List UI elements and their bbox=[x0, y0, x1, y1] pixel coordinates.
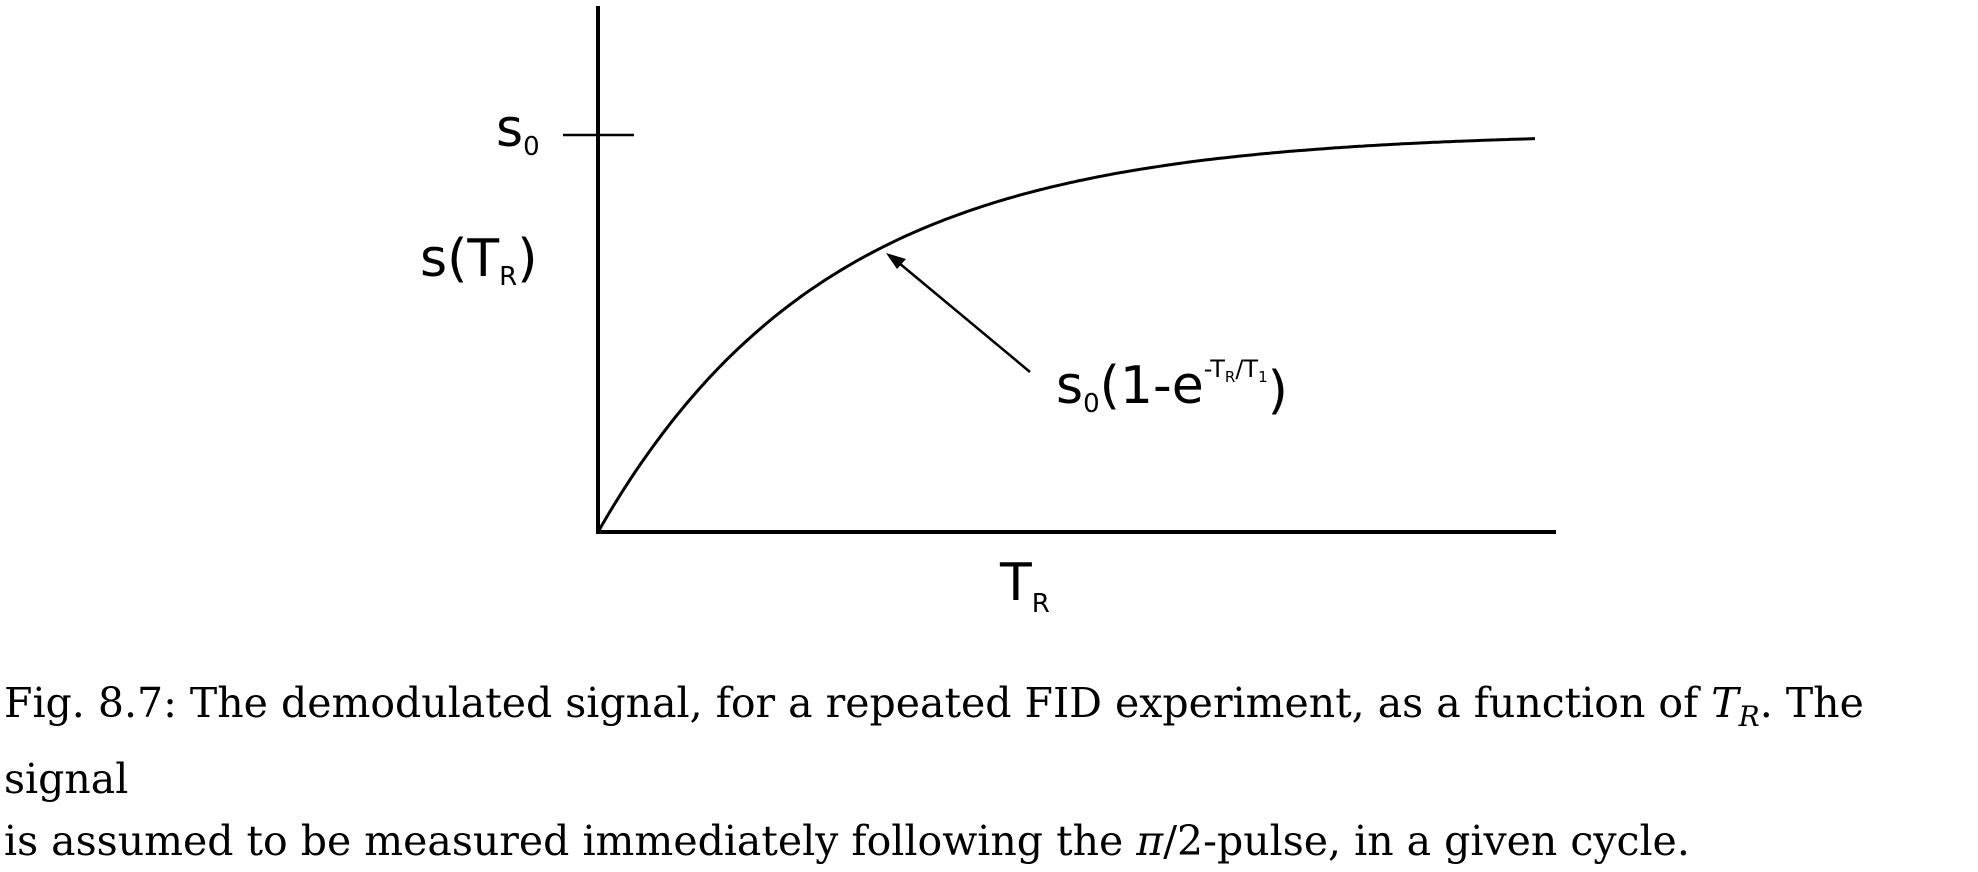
annotation-exp-b-sub: 1 bbox=[1258, 368, 1268, 386]
x-axis-label-sub: R bbox=[1032, 589, 1050, 619]
s0-tick-label: s0 bbox=[496, 99, 540, 162]
annotation-exp-a-sub: R bbox=[1225, 368, 1235, 386]
annotation-mid: (1-e bbox=[1100, 356, 1204, 416]
annotation-s-sub: 0 bbox=[1083, 389, 1100, 419]
figure: s0 s(TR) TR s0(1-e-TR/T1) bbox=[420, 6, 1556, 619]
y-axis-label-close: ) bbox=[517, 229, 537, 289]
y-axis-label-base: s(T bbox=[420, 229, 499, 289]
caption-math-pi: π bbox=[1136, 817, 1164, 866]
annotation-arrow-shaft bbox=[892, 257, 1031, 373]
x-axis-label-base: T bbox=[999, 553, 1032, 613]
saturation-recovery-curve bbox=[596, 137, 1536, 533]
annotation-arrowhead bbox=[886, 253, 906, 269]
caption-line1-text: Fig. 8.7: The demodulated signal, for a … bbox=[4, 679, 1712, 727]
annotation-exp-a: -T bbox=[1204, 355, 1225, 383]
curve-annotation: s0(1-e-TR/T1) bbox=[1056, 355, 1288, 421]
caption-line2-text: is assumed to be measured immediately fo… bbox=[4, 817, 1137, 866]
s0-tick-label-base: s bbox=[496, 99, 523, 159]
y-axis-label: s(TR) bbox=[420, 229, 538, 292]
caption-line-2: is assumed to be measured immediately fo… bbox=[4, 810, 1974, 872]
caption-line1-end: . The signal bbox=[4, 679, 1864, 804]
caption-line-1: Fig. 8.7: The demodulated signal, for a … bbox=[4, 672, 1974, 810]
y-axis-label-sub: R bbox=[499, 262, 517, 292]
caption-math-tr-sub: R bbox=[1738, 700, 1760, 734]
figure-caption: Fig. 8.7: The demodulated signal, for a … bbox=[4, 672, 1974, 872]
annotation-exp-b: /T bbox=[1235, 355, 1258, 383]
x-axis-label: TR bbox=[999, 553, 1050, 619]
annotation-s: s bbox=[1056, 356, 1083, 416]
caption-line2-end: /2-pulse, in a given cycle. bbox=[1163, 817, 1690, 866]
s0-tick-label-sub: 0 bbox=[523, 132, 540, 162]
caption-math-tr: T bbox=[1711, 679, 1739, 727]
annotation-close: ) bbox=[1268, 361, 1288, 421]
